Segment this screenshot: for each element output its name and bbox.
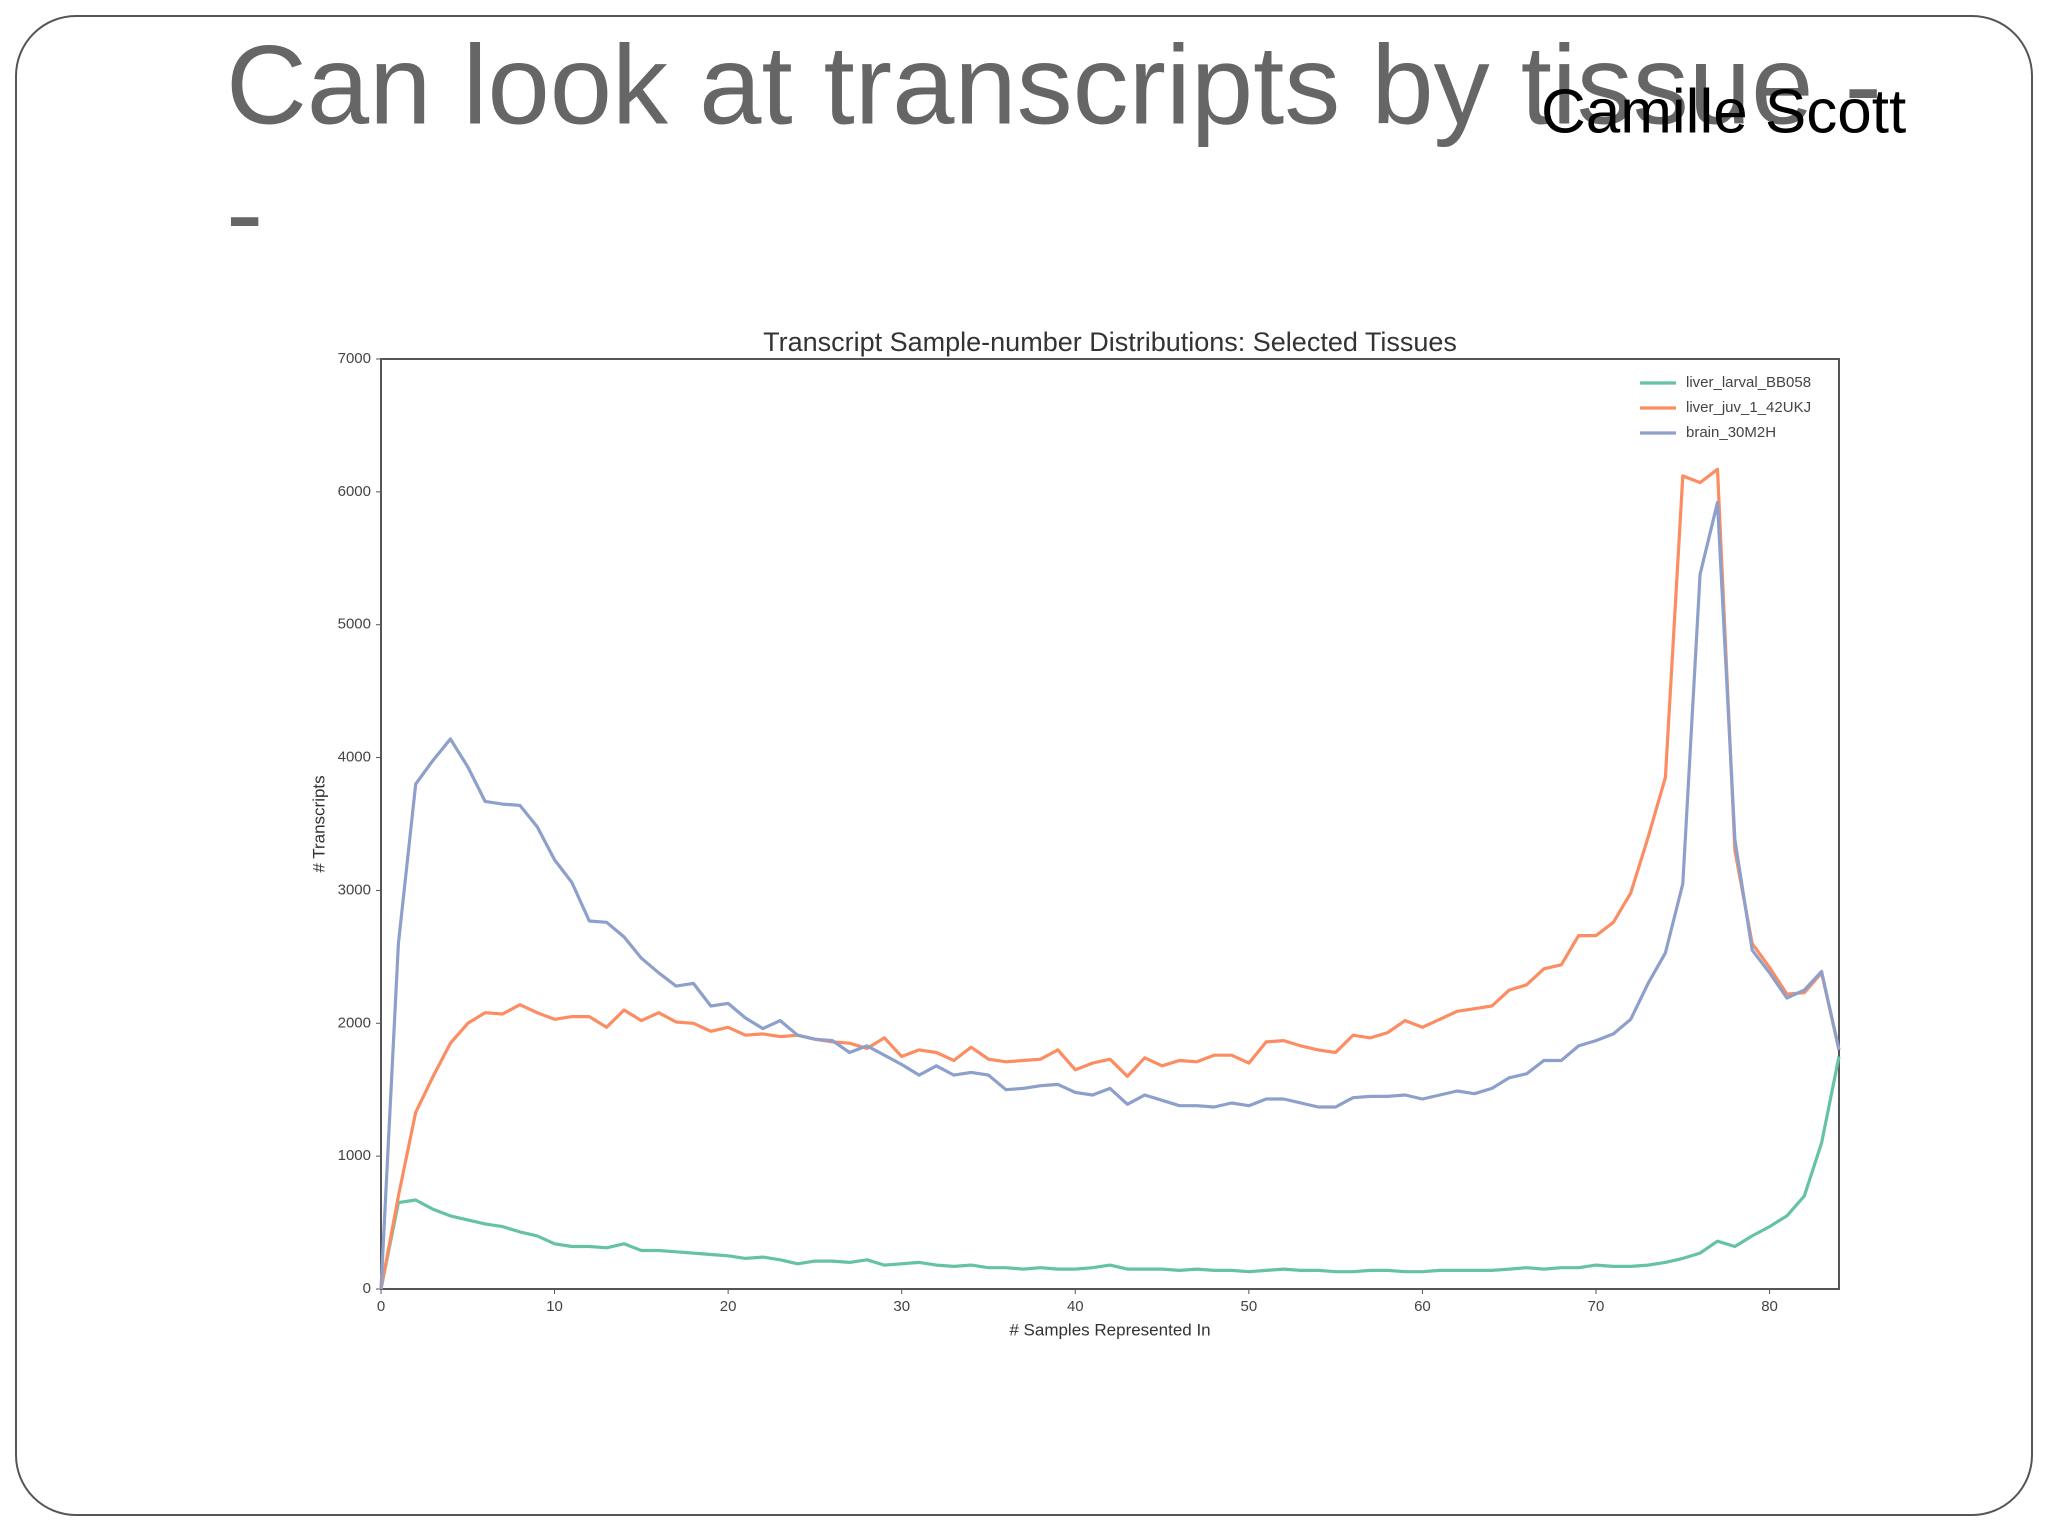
legend-label: brain_30M2H bbox=[1686, 424, 1776, 441]
x-tick-label: 70 bbox=[1588, 1298, 1605, 1315]
slide-title: - bbox=[226, 151, 263, 276]
chart-title: Transcript Sample-number Distributions: … bbox=[763, 327, 1457, 357]
series-line bbox=[379, 1056, 1841, 1290]
y-tick-label: 4000 bbox=[338, 749, 371, 766]
slide-title: Can look at transcripts by tissue - bbox=[226, 23, 1882, 148]
plot-area bbox=[380, 358, 1840, 1290]
y-tick-label: 6000 bbox=[338, 483, 371, 500]
x-tick-label: 20 bbox=[720, 1298, 737, 1315]
x-axis-label: # Samples Represented In bbox=[1009, 1320, 1210, 1339]
legend-label: liver_juv_1_42UKJ bbox=[1686, 399, 1811, 416]
y-tick-label: 7000 bbox=[338, 350, 371, 367]
y-tick-label: 1000 bbox=[338, 1147, 371, 1164]
x-tick-label: 60 bbox=[1414, 1298, 1431, 1315]
author: Camille Scott bbox=[1541, 77, 1906, 146]
x-tick-label: 40 bbox=[1067, 1298, 1084, 1315]
x-tick-label: 30 bbox=[893, 1298, 910, 1315]
y-tick-label: 3000 bbox=[338, 881, 371, 898]
y-axis-label: # Transcripts bbox=[309, 775, 328, 872]
y-tick-label: 2000 bbox=[338, 1014, 371, 1031]
series-line bbox=[379, 467, 1841, 1290]
x-tick-label: 10 bbox=[546, 1298, 563, 1315]
x-tick-label: 50 bbox=[1241, 1298, 1258, 1315]
x-tick-label: 0 bbox=[377, 1298, 385, 1315]
y-tick-label: 0 bbox=[363, 1280, 371, 1297]
y-tick-label: 5000 bbox=[338, 616, 371, 633]
x-tick-label: 80 bbox=[1761, 1298, 1778, 1315]
legend-label: liver_larval_BB058 bbox=[1686, 374, 1811, 391]
series-line bbox=[379, 500, 1841, 1290]
